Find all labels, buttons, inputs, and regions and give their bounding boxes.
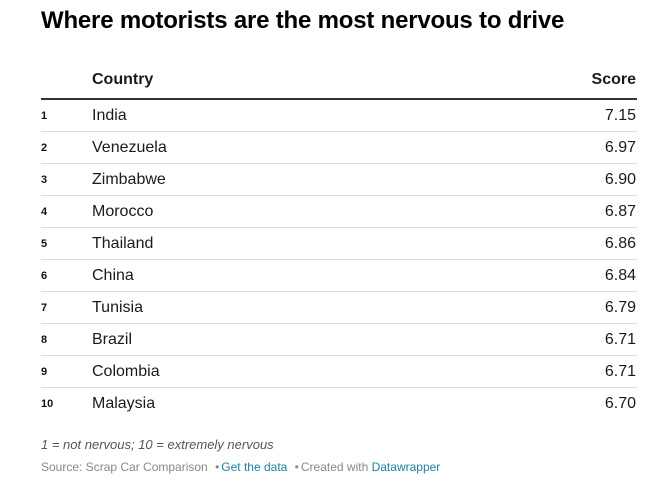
country-cell: Tunisia	[92, 291, 431, 324]
score-cell: 6.71	[430, 323, 637, 356]
table-row: 7 Tunisia 6.79	[41, 291, 637, 324]
score-cell: 6.79	[430, 291, 637, 324]
footer-separator: •	[294, 460, 299, 474]
scale-footnote: 1 = not nervous; 10 = extremely nervous	[41, 437, 274, 452]
ranking-table: Country Score 1 India 7.15 2 Venezuela 6…	[41, 62, 637, 419]
score-cell: 6.70	[604, 394, 636, 412]
score-cell: 6.97	[430, 131, 637, 164]
country-cell: Zimbabwe	[92, 163, 431, 196]
table-row: 2 Venezuela 6.97	[41, 131, 637, 164]
table-row: 9 Colombia 6.71	[41, 355, 637, 388]
chart-title: Where motorists are the most nervous to …	[41, 7, 565, 34]
footer-separator: •	[215, 460, 220, 474]
score-column-header: Score	[430, 62, 637, 100]
country-cell: Morocco	[92, 195, 431, 228]
table-row: 4 Morocco 6.87	[41, 195, 637, 228]
country-cell: India	[92, 99, 431, 132]
rank-cell: 8	[41, 323, 92, 356]
rank-cell: 9	[41, 355, 92, 388]
datawrapper-link[interactable]: Datawrapper	[371, 460, 441, 474]
rank-cell: 7	[41, 291, 92, 324]
country-cell: Brazil	[92, 323, 431, 356]
table-row: 8 Brazil 6.71	[41, 323, 637, 356]
country-cell: Malaysia	[92, 394, 156, 412]
table-header-row: Country Score	[41, 62, 637, 100]
rank-cell: 10	[41, 398, 54, 410]
table-body: 1 India 7.15 2 Venezuela 6.97 3 Zimbabwe…	[41, 99, 637, 419]
rank-cell: 3	[41, 163, 92, 196]
rank-cell: 1	[41, 99, 92, 132]
score-cell: 6.90	[430, 163, 637, 196]
score-cell: 6.86	[430, 227, 637, 260]
country-cell: China	[92, 259, 431, 292]
rank-cell: 4	[41, 195, 92, 228]
source-footer: Source: Scrap Car Comparison • Get the da…	[41, 460, 440, 474]
rank-column-header	[41, 62, 92, 100]
get-the-data-link[interactable]: Get the data	[221, 460, 288, 474]
score-cell: 7.15	[430, 99, 637, 132]
table-row: 3 Zimbabwe 6.90	[41, 163, 637, 196]
created-with-label: Created with	[300, 460, 369, 474]
score-cell: 6.87	[430, 195, 637, 228]
table-row: 10 Malaysia 6.70	[41, 388, 637, 420]
rank-cell: 5	[41, 227, 92, 260]
table-row: 6 China 6.84	[41, 259, 637, 292]
source-label: Source: Scrap Car Comparison	[41, 460, 208, 474]
country-cell: Venezuela	[92, 131, 431, 164]
table-row: 1 India 7.15	[41, 99, 637, 132]
rank-cell: 2	[41, 131, 92, 164]
country-cell: Thailand	[92, 227, 431, 260]
score-cell: 6.71	[430, 355, 637, 388]
table-row: 5 Thailand 6.86	[41, 227, 637, 260]
country-cell: Colombia	[92, 355, 431, 388]
score-cell: 6.84	[430, 259, 637, 292]
rank-cell: 6	[41, 259, 92, 292]
country-column-header: Country	[92, 62, 431, 100]
